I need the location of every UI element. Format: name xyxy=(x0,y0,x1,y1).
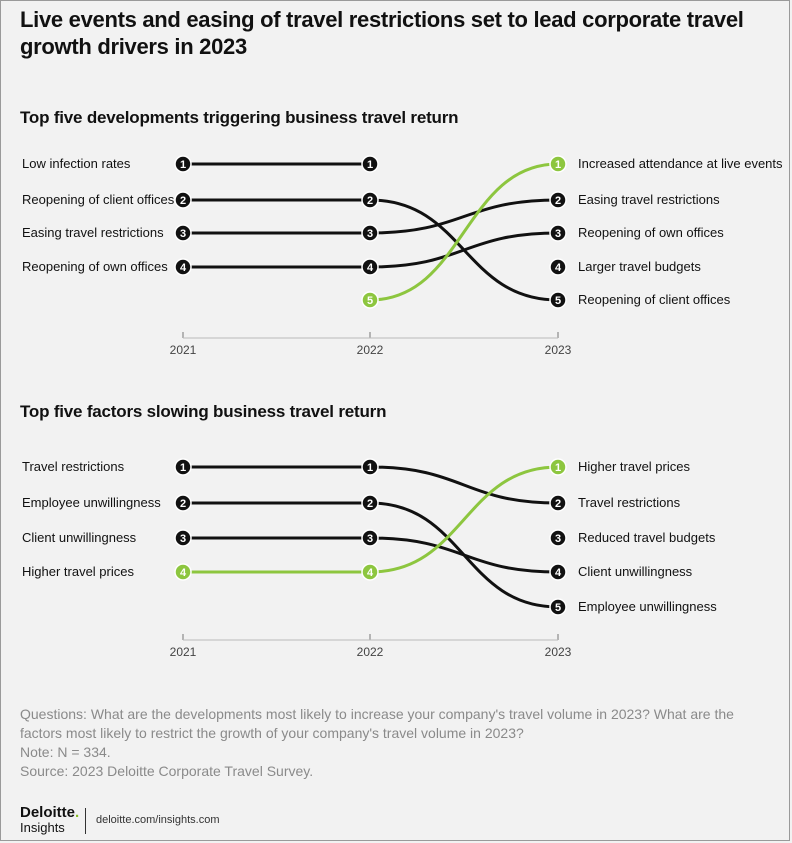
rank-badge: 4 xyxy=(174,563,192,581)
rank-badge: 3 xyxy=(174,224,192,242)
x-tick-label: 2022 xyxy=(357,645,384,659)
footnote-questions: Questions: What are the developments mos… xyxy=(20,706,734,741)
brand-divider xyxy=(85,808,86,834)
right-label: Travel restrictions xyxy=(578,495,681,510)
rank-badge: 4 xyxy=(361,563,379,581)
rank-badge-label: 4 xyxy=(180,262,187,274)
brand-logo: Deloitte. Insights xyxy=(20,805,79,835)
rank-badge: 3 xyxy=(549,224,567,242)
rank-badge: 3 xyxy=(174,529,192,547)
page-title: Live events and easing of travel restric… xyxy=(20,7,744,59)
series-line-increased-attendance-at-live-events xyxy=(369,162,559,302)
rank-badge-label: 4 xyxy=(555,567,562,579)
rank-badge-label: 4 xyxy=(180,567,187,579)
rank-badge-label: 3 xyxy=(555,533,561,545)
rank-badge-label: 3 xyxy=(555,228,561,240)
x-tick-label: 2023 xyxy=(545,645,572,659)
rank-badge-label: 5 xyxy=(555,295,561,307)
x-tick-label: 2022 xyxy=(357,343,384,357)
rank-badge: 2 xyxy=(174,191,192,209)
x-tick-label: 2021 xyxy=(170,343,197,357)
rank-badge-label: 2 xyxy=(180,195,186,207)
rank-badge: 2 xyxy=(549,494,567,512)
rank-badge: 4 xyxy=(549,258,567,276)
brand-sub: Insights xyxy=(20,820,65,835)
rank-badge: 3 xyxy=(361,529,379,547)
rank-badge-label: 5 xyxy=(367,295,373,307)
brand-dot: . xyxy=(75,804,80,821)
rank-badge-label: 5 xyxy=(555,602,561,614)
footnote: Questions: What are the developments mos… xyxy=(20,705,775,781)
rank-badge: 1 xyxy=(549,458,567,476)
rank-badge-label: 1 xyxy=(555,462,561,474)
left-label: Client unwillingness xyxy=(22,530,137,545)
rank-badge-label: 2 xyxy=(367,498,373,510)
brand-url[interactable]: deloitte.com/insights.com xyxy=(96,814,220,826)
rank-badge: 2 xyxy=(549,191,567,209)
rank-badge: 4 xyxy=(549,563,567,581)
left-label: Easing travel restrictions xyxy=(22,225,164,240)
rank-badge-label: 4 xyxy=(367,262,374,274)
rank-badge: 4 xyxy=(361,258,379,276)
brand-name: Deloitte xyxy=(20,804,76,821)
left-label: Travel restrictions xyxy=(22,459,125,474)
left-label: Higher travel prices xyxy=(22,564,134,579)
footnote-note: Note: N = 334. xyxy=(20,744,111,760)
rank-badge: 2 xyxy=(361,191,379,209)
rank-badge-label: 1 xyxy=(180,462,186,474)
right-label: Reopening of client offices xyxy=(578,292,731,307)
rank-badge-label: 3 xyxy=(180,228,186,240)
right-label: Employee unwillingness xyxy=(578,599,717,614)
right-label: Reopening of own offices xyxy=(578,225,724,240)
rank-badge-label: 2 xyxy=(555,498,561,510)
rank-badge-label: 2 xyxy=(180,498,186,510)
left-label: Reopening of client offices xyxy=(22,192,175,207)
chart2-title: Top five factors slowing business travel… xyxy=(20,402,387,421)
right-label: Easing travel restrictions xyxy=(578,192,720,207)
rank-badge-label: 1 xyxy=(367,159,373,171)
rank-badge-label: 3 xyxy=(367,228,373,240)
chart2-svg: 2021 2022 2023 1 1 2 2 2 5 3 3 4 3 4 4 1 Travel restrict… xyxy=(22,458,717,659)
right-label: Increased attendance at live events xyxy=(578,156,783,171)
x-tick-label: 2023 xyxy=(545,343,572,357)
rank-badge: 2 xyxy=(174,494,192,512)
right-label: Larger travel budgets xyxy=(578,259,701,274)
right-label: Higher travel prices xyxy=(578,459,690,474)
rank-badge-label: 3 xyxy=(367,533,373,545)
rank-badge-label: 4 xyxy=(555,262,562,274)
left-label: Low infection rates xyxy=(22,156,131,171)
series-line-higher-travel-prices xyxy=(183,465,559,574)
rank-badge: 1 xyxy=(549,155,567,173)
rank-badge: 2 xyxy=(361,494,379,512)
rank-badge: 1 xyxy=(361,155,379,173)
x-tick-label: 2021 xyxy=(170,645,197,659)
rank-badge-label: 2 xyxy=(555,195,561,207)
rank-badge: 3 xyxy=(361,224,379,242)
rank-badge-label: 4 xyxy=(367,567,374,579)
rank-badge: 5 xyxy=(549,598,567,616)
footnote-source: Source: 2023 Deloitte Corporate Travel S… xyxy=(20,763,314,779)
rank-badge-label: 1 xyxy=(555,159,561,171)
right-label: Reduced travel budgets xyxy=(578,530,716,545)
left-label: Employee unwillingness xyxy=(22,495,161,510)
rank-badge-label: 1 xyxy=(367,462,373,474)
right-label: Client unwillingness xyxy=(578,564,693,579)
left-label: Reopening of own offices xyxy=(22,259,168,274)
rank-badge: 3 xyxy=(549,529,567,547)
chart1-svg: 2021 2022 2023 1 1 2 2 5 3 3 2 4 4 3 4 5 1 Low infection … xyxy=(22,155,783,357)
chart1-title: Top five developments triggering busines… xyxy=(20,108,459,127)
series-line-employee-unwillingness xyxy=(183,501,559,609)
rank-badge-label: 2 xyxy=(367,195,373,207)
rank-badge-label: 1 xyxy=(180,159,186,171)
rank-badge: 5 xyxy=(549,291,567,309)
rank-badge: 1 xyxy=(174,155,192,173)
rank-badge: 5 xyxy=(361,291,379,309)
rank-badge: 1 xyxy=(174,458,192,476)
series-line-reopening-of-client-offices xyxy=(183,198,559,302)
rank-badge: 1 xyxy=(361,458,379,476)
rank-badge-label: 3 xyxy=(180,533,186,545)
rank-badge: 4 xyxy=(174,258,192,276)
